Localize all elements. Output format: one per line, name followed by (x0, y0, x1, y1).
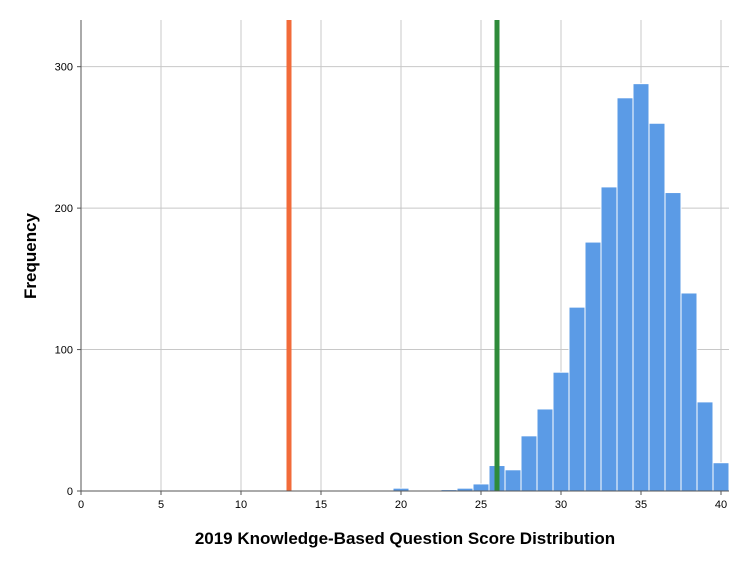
y-axis-title: Frequency (21, 212, 40, 299)
histogram-bar (680, 292, 698, 492)
x-tick-label: 0 (78, 499, 84, 511)
histogram-bar (520, 435, 538, 492)
histogram-bar (472, 483, 490, 492)
y-tick-label: 100 (55, 345, 73, 357)
histogram-bar (712, 462, 730, 492)
x-tick-label: 35 (635, 499, 647, 511)
y-tick-label: 300 (55, 62, 73, 74)
histogram-bar (648, 122, 666, 492)
histogram-bar (600, 186, 618, 492)
histogram-bar (632, 83, 650, 492)
histogram-bar (616, 97, 634, 492)
x-tick-label: 30 (555, 499, 567, 511)
x-tick-label: 20 (395, 499, 407, 511)
histogram-bars (392, 83, 730, 492)
reference-lines (286, 20, 500, 491)
x-tick-label: 40 (715, 499, 727, 511)
tick-labels: 0 5 10 15 20 25 30 35 40 0 100 200 300 (55, 62, 727, 511)
x-tick-label: 15 (315, 499, 327, 511)
histogram-bar (504, 469, 522, 492)
y-tick-label: 200 (55, 203, 73, 215)
x-axis-title: 2019 Knowledge-Based Question Score Dist… (195, 529, 615, 548)
histogram-bar (696, 401, 714, 492)
histogram-bar (664, 192, 682, 492)
histogram-bar (552, 371, 570, 492)
y-tick-label: 0 (67, 486, 73, 498)
histogram-bar (584, 241, 602, 492)
histogram-bar (568, 306, 586, 492)
axes (77, 20, 729, 495)
histogram-bar (536, 408, 554, 492)
x-tick-label: 25 (475, 499, 487, 511)
x-tick-label: 10 (235, 499, 247, 511)
x-tick-label: 5 (158, 499, 164, 511)
